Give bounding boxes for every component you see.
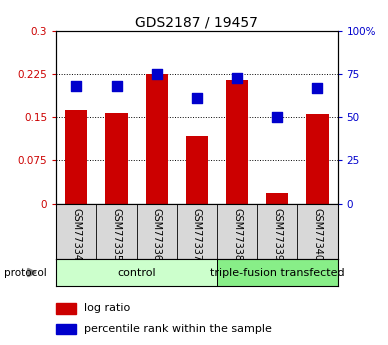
- Text: protocol: protocol: [4, 268, 47, 277]
- Title: GDS2187 / 19457: GDS2187 / 19457: [135, 16, 258, 30]
- Text: triple-fusion transfected: triple-fusion transfected: [210, 268, 345, 277]
- Text: GSM77335: GSM77335: [111, 208, 121, 261]
- Point: [154, 71, 160, 77]
- Text: control: control: [117, 268, 156, 277]
- Point: [113, 83, 120, 89]
- Text: GSM77337: GSM77337: [192, 208, 202, 261]
- Bar: [217, 259, 338, 286]
- Point: [314, 85, 320, 91]
- Text: log ratio: log ratio: [85, 303, 131, 313]
- Bar: [226, 80, 248, 204]
- Bar: [106, 113, 128, 204]
- Point: [73, 83, 80, 89]
- Point: [234, 75, 240, 80]
- Bar: [65, 110, 87, 204]
- Text: GSM77336: GSM77336: [152, 208, 162, 261]
- Bar: [56, 259, 217, 286]
- Bar: [146, 74, 168, 204]
- Bar: [186, 136, 208, 204]
- Bar: [56, 324, 76, 334]
- Bar: [266, 193, 288, 204]
- Point: [194, 96, 200, 101]
- Bar: [307, 115, 329, 204]
- Text: percentile rank within the sample: percentile rank within the sample: [85, 324, 272, 334]
- Text: GSM77339: GSM77339: [272, 208, 282, 261]
- Point: [274, 115, 281, 120]
- Text: GSM77334: GSM77334: [71, 208, 81, 261]
- Text: GSM77338: GSM77338: [232, 208, 242, 261]
- Text: GSM77340: GSM77340: [312, 208, 322, 261]
- Bar: [56, 303, 76, 314]
